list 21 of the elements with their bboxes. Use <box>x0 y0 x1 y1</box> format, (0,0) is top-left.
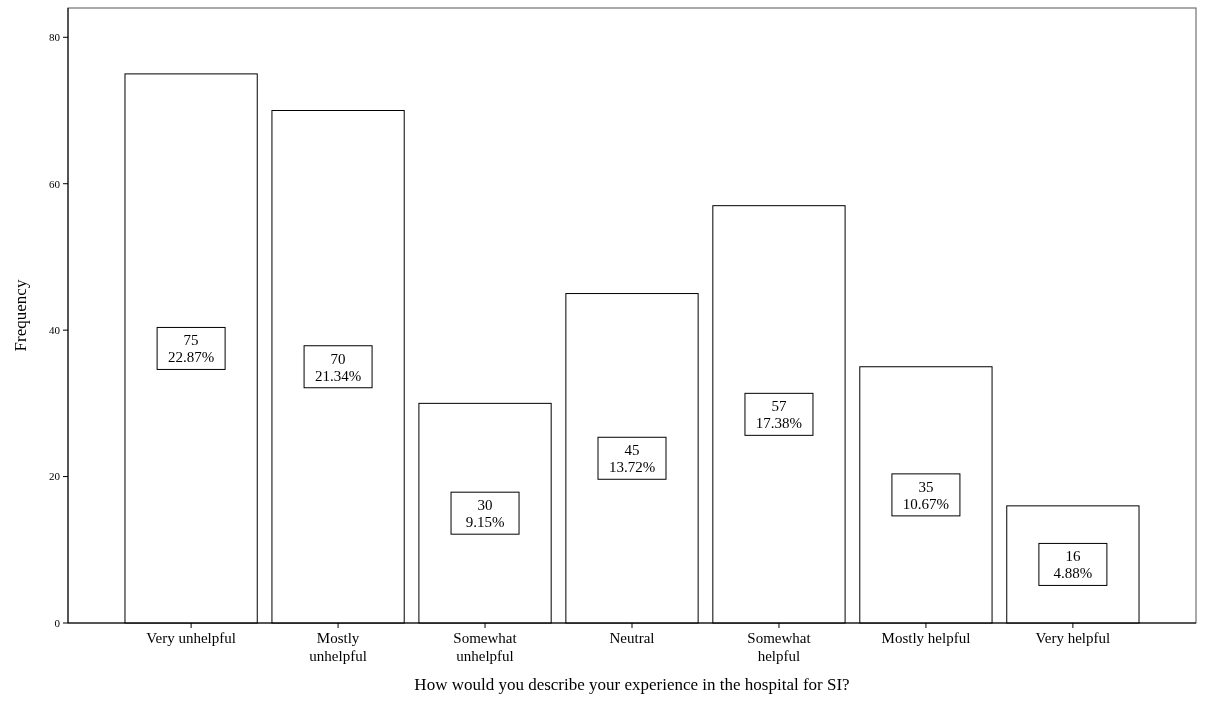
x-tick-label: Very unhelpful <box>146 630 236 646</box>
y-tick-label: 20 <box>49 470 61 483</box>
data-label: 16 4.88% <box>1053 548 1093 582</box>
y-tick-label: 60 <box>49 177 61 190</box>
x-axis-title: How would you describe your experience in the hospital for SI? <box>414 675 850 694</box>
data-label: 35 10.67% <box>902 478 950 512</box>
x-tick-label: Mostly unhelpful <box>309 630 367 664</box>
y-tick-label: 40 <box>49 323 61 336</box>
data-label: 45 13.72% <box>608 442 656 476</box>
y-axis-title: Frequency <box>11 279 30 352</box>
x-tick-label: Very helpful <box>1035 630 1111 646</box>
data-label: 70 21.34% <box>314 350 362 384</box>
y-tick-label: 0 <box>54 616 61 629</box>
data-label: 57 17.38% <box>755 398 803 432</box>
x-tick-label: Somewhat helpful <box>747 630 812 664</box>
x-tick-label: Somewhat unhelpful <box>453 630 518 664</box>
x-tick-label: Neutral <box>609 630 655 646</box>
data-label: 30 9.15% <box>465 497 505 531</box>
x-tick-label: Mostly helpful <box>881 630 971 646</box>
data-label: 75 22.87% <box>167 332 215 366</box>
y-tick-label: 80 <box>49 31 61 44</box>
